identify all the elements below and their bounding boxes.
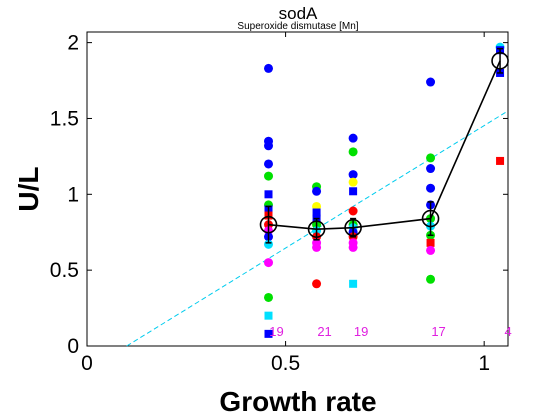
y-tick-label: 1 bbox=[67, 183, 79, 206]
y-axis-label: U/L bbox=[13, 166, 44, 211]
data-point-circle bbox=[348, 170, 358, 180]
sample-count-label: 19 bbox=[269, 324, 283, 339]
sample-count-label: 4 bbox=[504, 324, 511, 339]
sample-count-label: 19 bbox=[354, 324, 368, 339]
data-point-circle bbox=[264, 292, 274, 302]
mean-series bbox=[259, 47, 509, 244]
data-point-square bbox=[264, 311, 273, 320]
data-point-square bbox=[426, 238, 435, 247]
x-tick-label: 0 bbox=[81, 352, 93, 375]
chart-subtitle: Superoxide dismutase [Mn] bbox=[237, 21, 358, 32]
fit-line bbox=[126, 110, 509, 347]
x-tick-label: 1 bbox=[478, 352, 490, 375]
y-tick-label: 2 bbox=[67, 32, 79, 55]
data-point-circle bbox=[426, 153, 436, 163]
data-point-circle bbox=[426, 77, 436, 87]
mean-marker bbox=[259, 215, 278, 234]
data-point-circle bbox=[348, 206, 358, 216]
fit-line-layer bbox=[126, 110, 509, 347]
y-tick-label: 0 bbox=[67, 335, 79, 358]
data-point-circle bbox=[312, 186, 322, 196]
x-tick-label: 0.5 bbox=[271, 352, 300, 375]
mean-marker bbox=[344, 218, 362, 237]
data-point-circle bbox=[312, 279, 322, 289]
data-point-circle bbox=[264, 63, 274, 73]
data-point-circle bbox=[426, 274, 436, 284]
data-point-square bbox=[349, 187, 358, 196]
data-point-square bbox=[312, 208, 321, 217]
data-point-circle bbox=[426, 164, 436, 174]
data-point-circle bbox=[264, 141, 274, 151]
data-point-circle bbox=[264, 258, 274, 268]
data-point-circle bbox=[264, 159, 274, 169]
sample-count-label: 21 bbox=[317, 324, 331, 339]
data-point-square bbox=[349, 279, 358, 288]
data-point-square bbox=[496, 156, 505, 165]
mean-marker bbox=[307, 220, 326, 238]
data-point-circle bbox=[426, 183, 436, 193]
data-point-square bbox=[264, 329, 273, 338]
chart-title: sodA bbox=[279, 4, 318, 23]
data-point-circle bbox=[348, 177, 358, 187]
plot-area bbox=[86, 31, 509, 347]
data-point-square bbox=[264, 190, 273, 199]
data-point-circle bbox=[348, 147, 358, 157]
x-axis-ticks: 0 0.5 1 bbox=[81, 32, 490, 375]
data-point-circle bbox=[312, 242, 322, 252]
mean-line bbox=[268, 60, 501, 230]
sample-count-label: 17 bbox=[431, 324, 445, 339]
y-tick-label: 0.5 bbox=[50, 259, 79, 282]
data-point-circle bbox=[426, 245, 436, 255]
mean-marker bbox=[421, 209, 440, 228]
y-axis-ticks: 0 0.5 1 1.5 2 bbox=[50, 32, 508, 358]
mean-marker bbox=[491, 52, 509, 70]
data-point-circle bbox=[348, 133, 358, 143]
sample-counts: 19 21 19 17 4 bbox=[269, 324, 511, 339]
data-point-circle bbox=[264, 171, 274, 181]
y-tick-label: 1.5 bbox=[50, 107, 79, 130]
data-point-circle bbox=[348, 242, 358, 252]
x-axis-label: Growth rate bbox=[219, 386, 376, 417]
